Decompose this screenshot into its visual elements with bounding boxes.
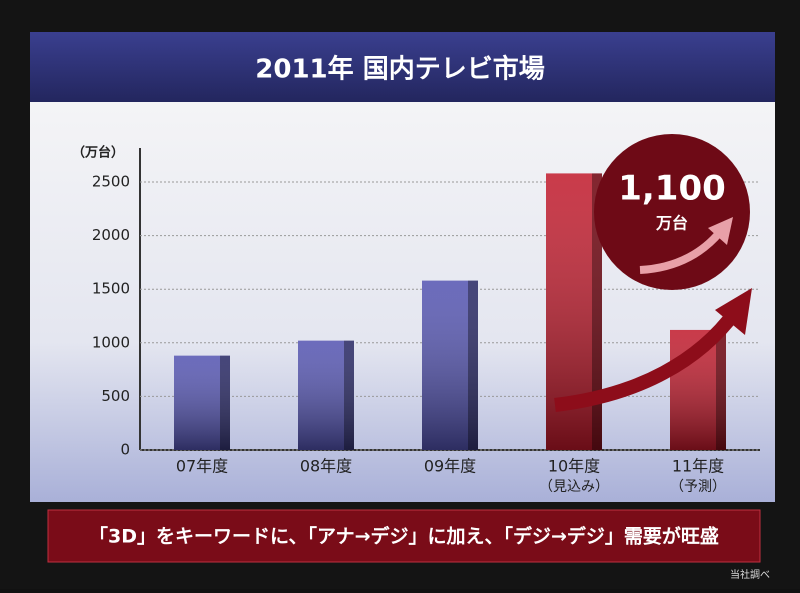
bar-side: [344, 340, 354, 450]
bar-side: [716, 329, 726, 450]
banner-text: 「3D」をキーワードに、「アナ→デジ」に加え、「デジ→デジ」需要が旺盛: [89, 525, 719, 548]
y-unit: （万台）: [72, 145, 124, 161]
y-tick-label: 500: [101, 387, 130, 405]
y-tick-label: 2000: [92, 226, 130, 244]
banner: [47, 509, 761, 563]
annotation-arrow: [639, 229, 724, 274]
y-tick-label: 1000: [92, 333, 130, 351]
y-tick-label: 2500: [92, 173, 130, 191]
annotation-unit: 万台: [655, 214, 688, 233]
x-tick-label: 07年度: [176, 457, 228, 476]
arrow-head: [715, 288, 752, 335]
title-band: [30, 32, 775, 102]
y-tick-label: 1500: [92, 280, 130, 298]
x-tick-label: 08年度: [300, 457, 352, 476]
annotation-value: 1,100: [618, 169, 726, 209]
bar-side: [220, 355, 230, 450]
x-tick-note: （見込み）: [539, 479, 609, 495]
annotation-circle: [594, 134, 750, 290]
bar-shade: [174, 355, 230, 450]
y-tick-label: 0: [120, 441, 130, 459]
bar-shade: [298, 340, 354, 450]
x-tick-note: （予測）: [670, 479, 726, 495]
x-tick-label: 10年度: [548, 457, 600, 476]
bar-shade: [422, 280, 478, 450]
source: 当社調べ: [730, 568, 770, 581]
bar-side: [592, 173, 602, 450]
x-tick-label: 11年度: [672, 457, 724, 476]
trend-arrow: [554, 307, 741, 412]
annotation-arrow-head: [708, 217, 733, 245]
x-tick-label: 09年度: [424, 457, 476, 476]
chart-title: 2011年 国内テレビ市場: [255, 54, 544, 85]
bar-side: [468, 280, 478, 450]
